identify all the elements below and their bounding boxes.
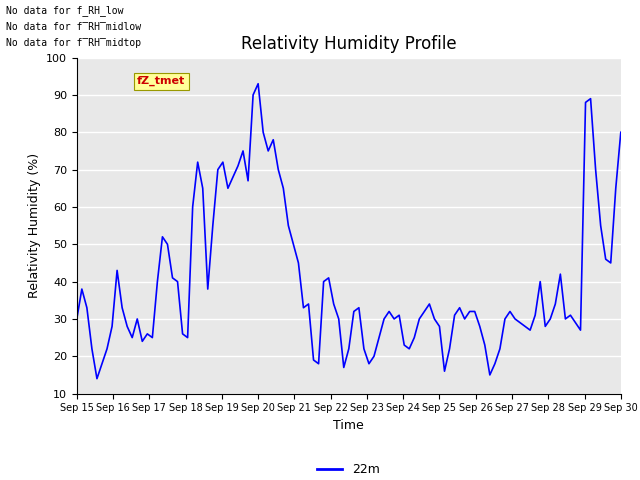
Title: Relativity Humidity Profile: Relativity Humidity Profile <box>241 35 456 53</box>
Text: No data for f̅RH̅midtop: No data for f̅RH̅midtop <box>6 38 141 48</box>
Text: No data for f̅RH̅midlow: No data for f̅RH̅midlow <box>6 22 141 32</box>
X-axis label: Time: Time <box>333 419 364 432</box>
Y-axis label: Relativity Humidity (%): Relativity Humidity (%) <box>28 153 40 298</box>
Text: No data for f_RH_low: No data for f_RH_low <box>6 5 124 16</box>
Text: fZ_tmet: fZ_tmet <box>137 76 185 86</box>
Legend: 22m: 22m <box>312 458 385 480</box>
